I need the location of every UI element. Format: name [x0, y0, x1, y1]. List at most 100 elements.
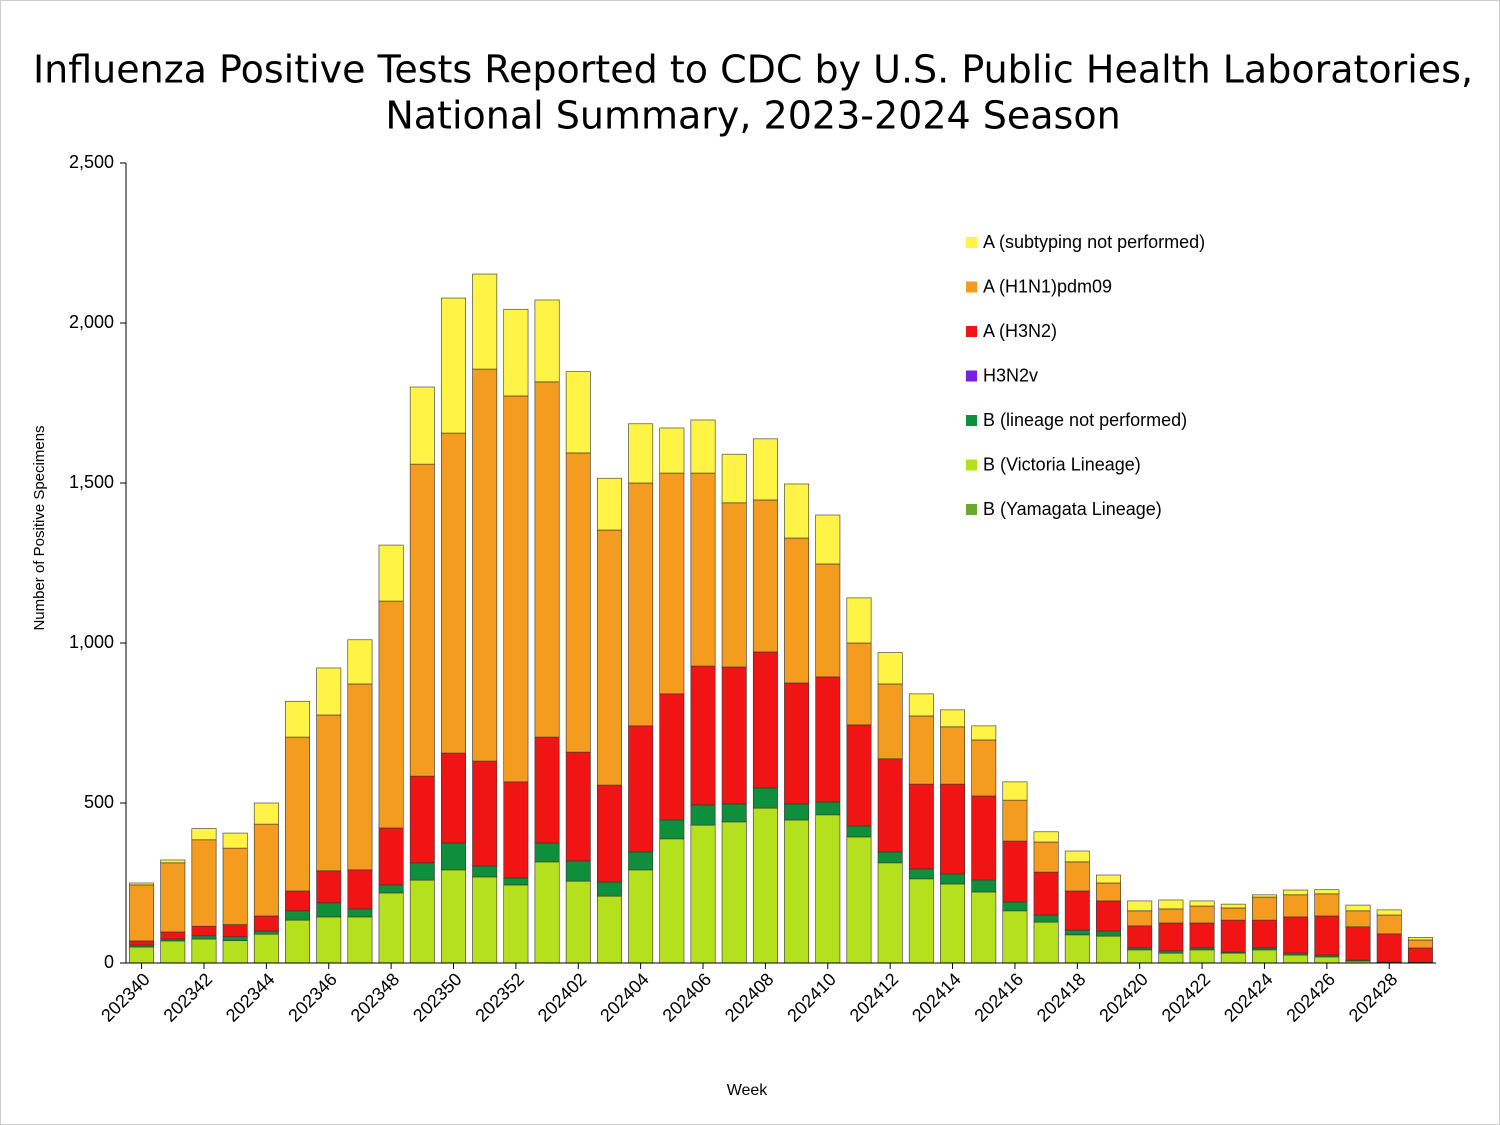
bar-segment	[1220, 903, 1246, 909]
bar-segment	[534, 736, 560, 844]
bar-segment	[1002, 910, 1028, 964]
bar-segment	[191, 925, 217, 937]
bar-segment	[1283, 916, 1309, 954]
bar-segment	[534, 299, 560, 383]
legend-swatch	[966, 415, 977, 426]
bar-segment	[659, 427, 685, 474]
bar-segment	[503, 308, 529, 397]
bar-segment	[285, 910, 311, 921]
bar-segment	[784, 682, 810, 805]
bar-segment	[222, 936, 248, 941]
y-tick-label: 1,500	[69, 472, 114, 492]
bar-segment	[1189, 949, 1215, 964]
bar-segment	[1096, 882, 1121, 902]
bar-segment	[1189, 905, 1215, 924]
bar-segment	[596, 784, 622, 883]
bar-segment	[441, 869, 466, 964]
bar-segment	[441, 752, 466, 844]
bar-segment	[1220, 952, 1246, 964]
bar-segment	[659, 472, 685, 695]
bar-segment	[940, 873, 966, 885]
bar-segment	[285, 919, 311, 964]
bar-segment	[441, 432, 466, 754]
bar-segment	[1064, 934, 1090, 964]
bar-segment	[1407, 937, 1433, 941]
bar-segment	[971, 879, 997, 893]
bar-segment	[472, 760, 498, 867]
y-tick-label: 2,000	[69, 312, 114, 332]
bar-segment	[503, 781, 529, 879]
bar-segment	[347, 869, 373, 910]
bar-segment	[659, 693, 685, 821]
bar-segment	[1096, 900, 1121, 932]
bar-segment	[347, 639, 373, 685]
chart-title: Influenza Positive Tests Reported to CDC…	[33, 48, 1473, 92]
bar-segment	[1033, 831, 1059, 843]
bar-segment	[285, 736, 311, 892]
bar-segment	[222, 940, 248, 964]
bar-segment	[1283, 889, 1309, 896]
bar-segment	[971, 739, 997, 797]
x-axis-title: Week	[727, 1082, 769, 1099]
legend-label: A (H3N2)	[983, 321, 1057, 341]
bar-segment	[409, 879, 435, 964]
legend-label: B (Victoria Lineage)	[983, 454, 1141, 474]
bar-segment	[690, 804, 716, 826]
bar-segment	[534, 842, 560, 863]
legend-swatch	[966, 281, 977, 293]
bar-segment	[565, 860, 591, 882]
bar-segment	[784, 537, 810, 684]
bar-segment	[160, 859, 186, 864]
bar-segment	[940, 726, 966, 785]
bar-segment	[1033, 841, 1059, 873]
bar-segment	[784, 803, 810, 821]
bar-segment	[971, 725, 997, 741]
bar-segment	[628, 423, 654, 484]
bar-segment	[628, 851, 654, 871]
bar-segment	[191, 938, 217, 964]
y-tick-label: 500	[84, 792, 114, 812]
bar-segment	[1096, 874, 1121, 884]
bar-segment	[1283, 954, 1309, 964]
legend-label: B (lineage not performed)	[983, 410, 1187, 430]
bar-segment	[565, 880, 591, 964]
bar-segment	[160, 940, 186, 964]
bar-segment	[378, 600, 404, 829]
bar-segment	[129, 946, 155, 964]
bar-segment	[1002, 840, 1028, 903]
bar-segment	[441, 842, 466, 871]
bar-segment	[1127, 949, 1153, 964]
bar-segment	[846, 724, 872, 827]
bar-segment	[846, 836, 872, 964]
bar-segment	[253, 823, 279, 917]
bar-segment	[565, 371, 591, 454]
bar-segment	[129, 940, 155, 946]
bar-segment	[1251, 896, 1277, 921]
legend-swatch	[966, 237, 977, 248]
bar-segment	[1407, 939, 1433, 949]
bar-segment	[316, 902, 342, 918]
bar-segment	[191, 828, 217, 841]
bar-segment	[503, 884, 529, 964]
bar-segment	[846, 642, 872, 726]
bar-segment	[378, 827, 404, 886]
bar-segment	[1220, 907, 1246, 921]
bar-segment	[721, 502, 747, 668]
bar-segment	[784, 483, 810, 539]
bar-segment	[1033, 921, 1059, 964]
bar-segment	[752, 787, 778, 809]
bar-segment	[253, 933, 279, 964]
bar-segment	[1033, 914, 1059, 923]
bar-segment	[940, 783, 966, 875]
bar-segment	[940, 709, 966, 728]
bar-segment	[222, 832, 248, 849]
bar-segment	[1033, 871, 1059, 916]
bar-segment	[129, 882, 155, 886]
bar-segment	[1345, 904, 1371, 912]
bar-segment	[1064, 861, 1090, 892]
legend-swatch	[966, 504, 977, 515]
bar-segment	[1376, 933, 1402, 963]
bar-segment	[971, 891, 997, 964]
